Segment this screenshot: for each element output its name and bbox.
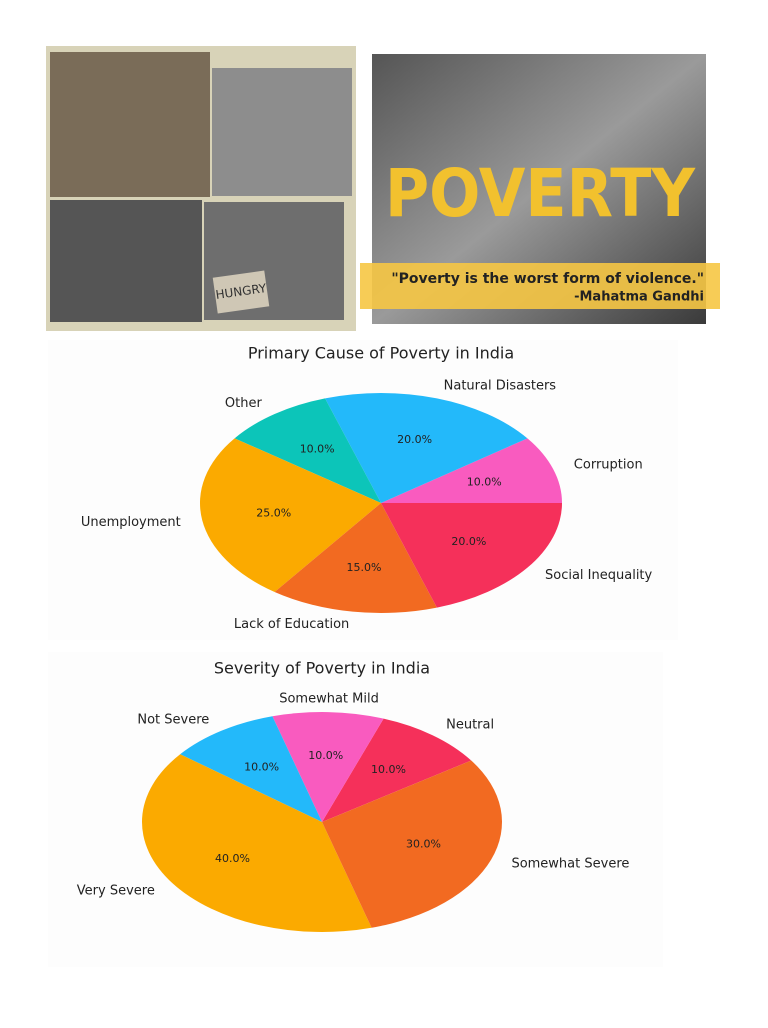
pie-slice [274, 503, 437, 613]
category-label: Lack of Education [234, 617, 349, 632]
category-label: Corruption [574, 457, 643, 472]
chart-title: Severity of Poverty in India [214, 659, 430, 678]
pie-slice [322, 718, 472, 822]
category-label: Social Inequality [545, 568, 653, 583]
chart-title: Primary Cause of Poverty in India [248, 344, 514, 363]
pie-slice [141, 754, 372, 932]
percent-label: 40.0% [215, 852, 250, 865]
sign [212, 270, 270, 314]
percent-label: 10.0% [467, 476, 502, 489]
poster-title: POVERTY [385, 155, 696, 232]
percent-label: 20.0% [451, 535, 486, 548]
pie-slice [180, 716, 322, 822]
pie-slice [381, 438, 562, 503]
category-label: Neutral [446, 717, 494, 732]
photo [212, 68, 352, 196]
category-label: Other [225, 396, 263, 411]
percent-label: 25.0% [256, 506, 291, 519]
photo [50, 52, 210, 197]
percent-label: 10.0% [371, 763, 406, 776]
category-label: Unemployment [81, 515, 181, 530]
percent-label: 30.0% [406, 838, 441, 851]
pie-slice [325, 393, 528, 503]
percent-label: 10.0% [300, 443, 335, 456]
percent-label: 15.0% [347, 561, 382, 574]
quote: "Poverty is the worst form of violence." [391, 271, 704, 287]
percent-label: 10.0% [308, 749, 343, 762]
pie-slice [272, 712, 384, 822]
percent-label: 10.0% [244, 760, 279, 773]
category-label: Not Severe [137, 712, 209, 727]
pie-slice [199, 438, 381, 592]
category-label: Natural Disasters [444, 378, 557, 393]
category-label: Somewhat Mild [279, 691, 379, 706]
photo [50, 200, 202, 322]
poster: POVERTY "Poverty is the worst form of vi… [360, 54, 720, 324]
quote-band [360, 263, 720, 309]
attribution: -Mahatma Gandhi [574, 290, 704, 305]
percent-label: 20.0% [397, 433, 432, 446]
collage: HUNGRY [46, 46, 356, 331]
pie-slice [322, 760, 502, 928]
pie-slice [381, 503, 562, 608]
category-label: Very Severe [77, 883, 155, 898]
pie-slice [234, 398, 381, 503]
category-label: Somewhat Severe [511, 857, 629, 872]
